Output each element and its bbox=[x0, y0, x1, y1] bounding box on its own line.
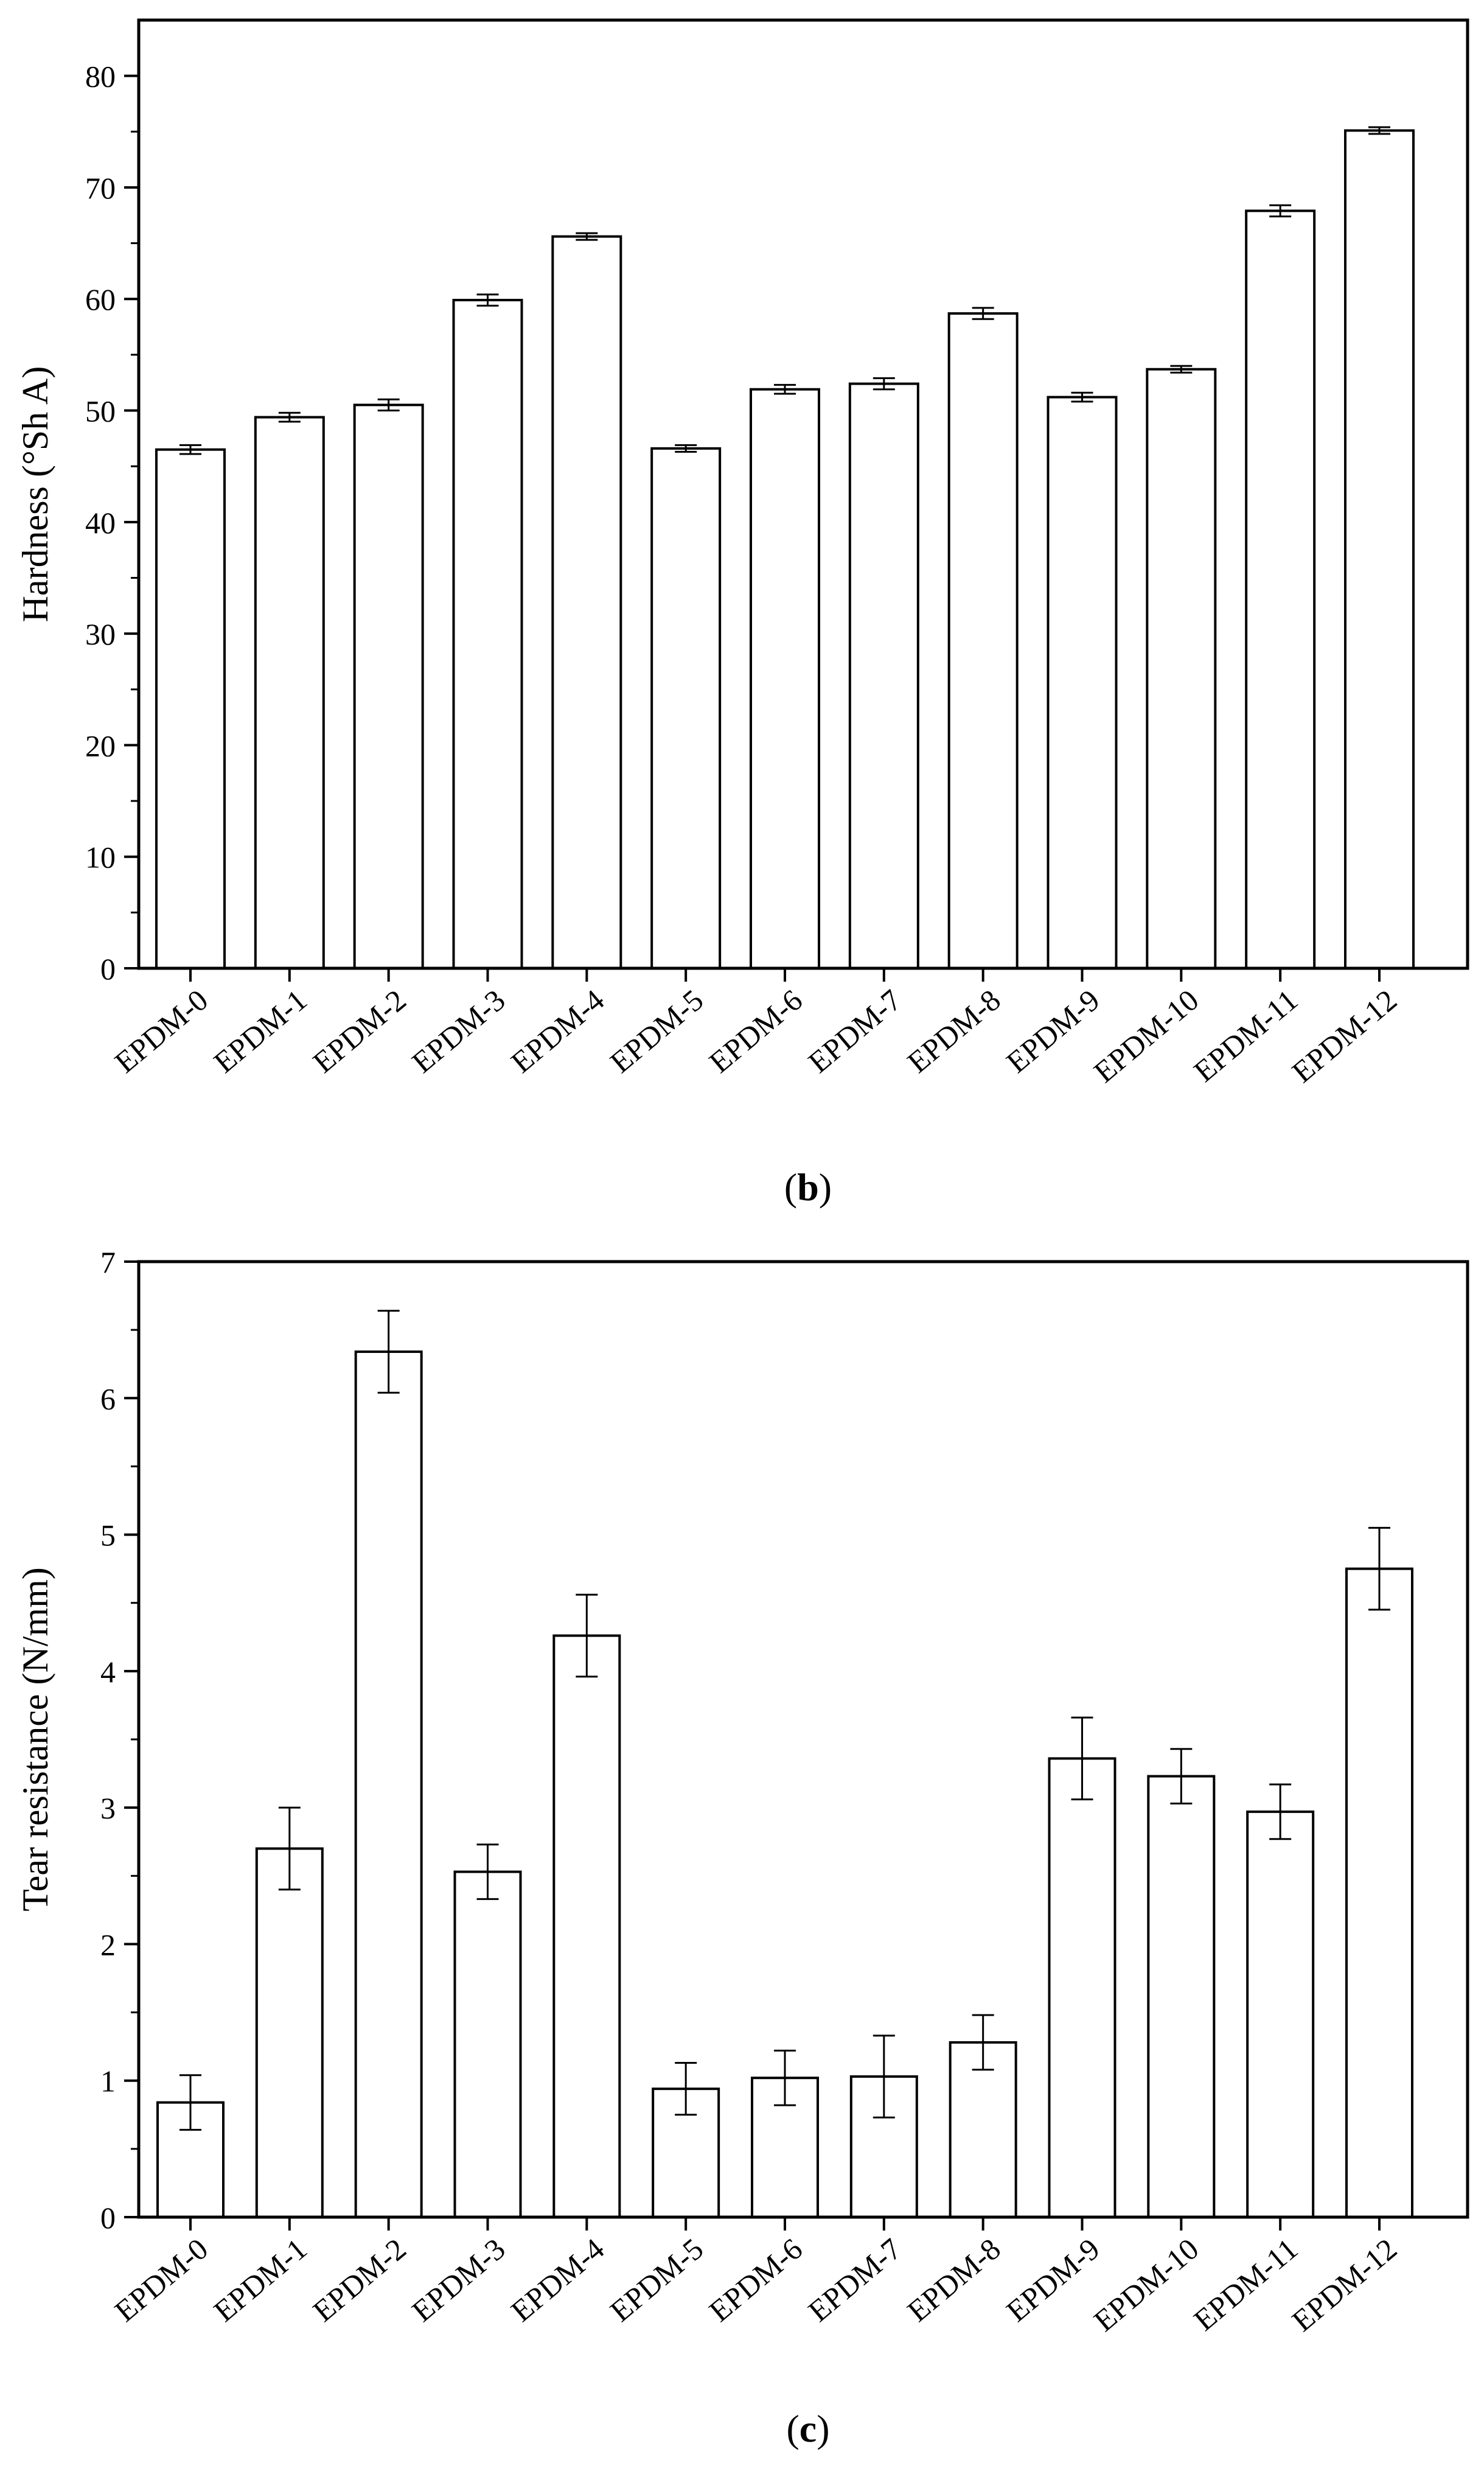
bar-epdm-3 bbox=[452, 299, 523, 969]
y-tick-label: 4 bbox=[100, 1655, 116, 1689]
bar-epdm-12 bbox=[1345, 1567, 1413, 2218]
errorbar-epdm-2 bbox=[377, 1310, 400, 1394]
y-tick-label: 6 bbox=[100, 1382, 116, 1416]
bar-epdm-10 bbox=[1147, 1775, 1216, 2218]
plot-frame bbox=[137, 18, 1469, 970]
bar-epdm-2 bbox=[353, 404, 424, 969]
bar-epdm-1 bbox=[255, 1847, 324, 2218]
bar-epdm-7 bbox=[848, 382, 919, 969]
errorbar-epdm-12 bbox=[1368, 126, 1390, 135]
bar-epdm-6 bbox=[750, 388, 820, 969]
panel-caption: (b) bbox=[784, 1165, 832, 1209]
y-tick-label: 0 bbox=[100, 952, 116, 986]
errorbar-epdm-6 bbox=[774, 2049, 796, 2106]
errorbar-epdm-3 bbox=[476, 1843, 499, 1900]
bar-epdm-8 bbox=[949, 2041, 1017, 2219]
y-tick-label: 60 bbox=[85, 282, 116, 316]
y-tick-label: 80 bbox=[85, 60, 116, 94]
errorbar-group bbox=[179, 126, 1390, 455]
bar-epdm-5 bbox=[650, 447, 722, 969]
errorbar-epdm-7 bbox=[873, 2035, 895, 2119]
errorbar-epdm-11 bbox=[1269, 204, 1292, 218]
y-axis: 0 1 2 3 4 5 6 7 bbox=[100, 1245, 139, 2235]
bar-epdm-8 bbox=[947, 312, 1019, 970]
errorbar-group bbox=[179, 1310, 1390, 2131]
y-axis: 0 10 20 30 40 50 60 70 80 bbox=[85, 60, 139, 986]
y-tick-label: 40 bbox=[85, 506, 116, 540]
errorbar-epdm-2 bbox=[377, 398, 400, 412]
y-tick-label: 5 bbox=[100, 1518, 116, 1553]
errorbar-epdm-0 bbox=[179, 2074, 201, 2131]
errorbar-epdm-3 bbox=[476, 293, 499, 307]
errorbar-epdm-9 bbox=[1071, 391, 1093, 403]
bar-group bbox=[155, 129, 1415, 970]
errorbar-epdm-12 bbox=[1368, 1526, 1390, 1611]
bar-epdm-2 bbox=[354, 1350, 423, 2218]
errorbar-epdm-1 bbox=[278, 1806, 301, 1891]
y-tick-label: 2 bbox=[100, 1927, 116, 1962]
y-tick-label: 1 bbox=[100, 2064, 116, 2098]
bar-group bbox=[156, 1350, 1413, 2219]
y-tick-label: 50 bbox=[85, 394, 116, 428]
errorbar-epdm-7 bbox=[873, 377, 895, 391]
bar-epdm-9 bbox=[1048, 1757, 1116, 2218]
y-tick-label: 0 bbox=[100, 2201, 116, 2235]
errorbar-epdm-5 bbox=[675, 444, 697, 453]
errorbar-epdm-9 bbox=[1071, 1716, 1093, 1801]
errorbar-epdm-4 bbox=[576, 232, 598, 241]
y-tick-label: 30 bbox=[85, 617, 116, 651]
panel-label: b bbox=[797, 1165, 819, 1209]
errorbar-epdm-1 bbox=[278, 411, 301, 423]
bar-epdm-4 bbox=[552, 1634, 621, 2219]
errorbar-epdm-10 bbox=[1170, 1748, 1193, 1804]
bar-epdm-4 bbox=[551, 235, 622, 969]
y-tick-label: 3 bbox=[100, 1791, 116, 1825]
errorbar-epdm-8 bbox=[972, 2014, 994, 2071]
bar-epdm-12 bbox=[1344, 129, 1415, 969]
y-tick-label: 7 bbox=[100, 1245, 116, 1279]
errorbar-epdm-0 bbox=[179, 444, 201, 455]
y-tick-label: 10 bbox=[85, 840, 116, 875]
y-tick-label: 70 bbox=[85, 171, 116, 205]
panel-label: c bbox=[799, 2407, 817, 2450]
errorbar-epdm-11 bbox=[1269, 1783, 1292, 1840]
errorbar-epdm-8 bbox=[972, 307, 994, 320]
bar-epdm-9 bbox=[1047, 396, 1118, 969]
bar-epdm-0 bbox=[155, 448, 226, 969]
y-axis-label: Tear resistance (N/mm) bbox=[15, 1567, 55, 1912]
bar-epdm-10 bbox=[1146, 368, 1217, 969]
panel-caption: (c) bbox=[786, 2407, 829, 2450]
bar-epdm-11 bbox=[1246, 1810, 1315, 2218]
y-tick-label: 20 bbox=[85, 728, 116, 763]
y-axis-label: Hardness (°Sh A) bbox=[15, 366, 55, 623]
bar-epdm-3 bbox=[453, 1870, 522, 2218]
errorbar-epdm-6 bbox=[774, 383, 796, 395]
bar-epdm-1 bbox=[254, 416, 325, 969]
errorbar-epdm-5 bbox=[675, 2062, 697, 2116]
bar-epdm-11 bbox=[1245, 209, 1316, 969]
errorbar-epdm-4 bbox=[576, 1593, 598, 1678]
errorbar-epdm-10 bbox=[1170, 365, 1193, 374]
